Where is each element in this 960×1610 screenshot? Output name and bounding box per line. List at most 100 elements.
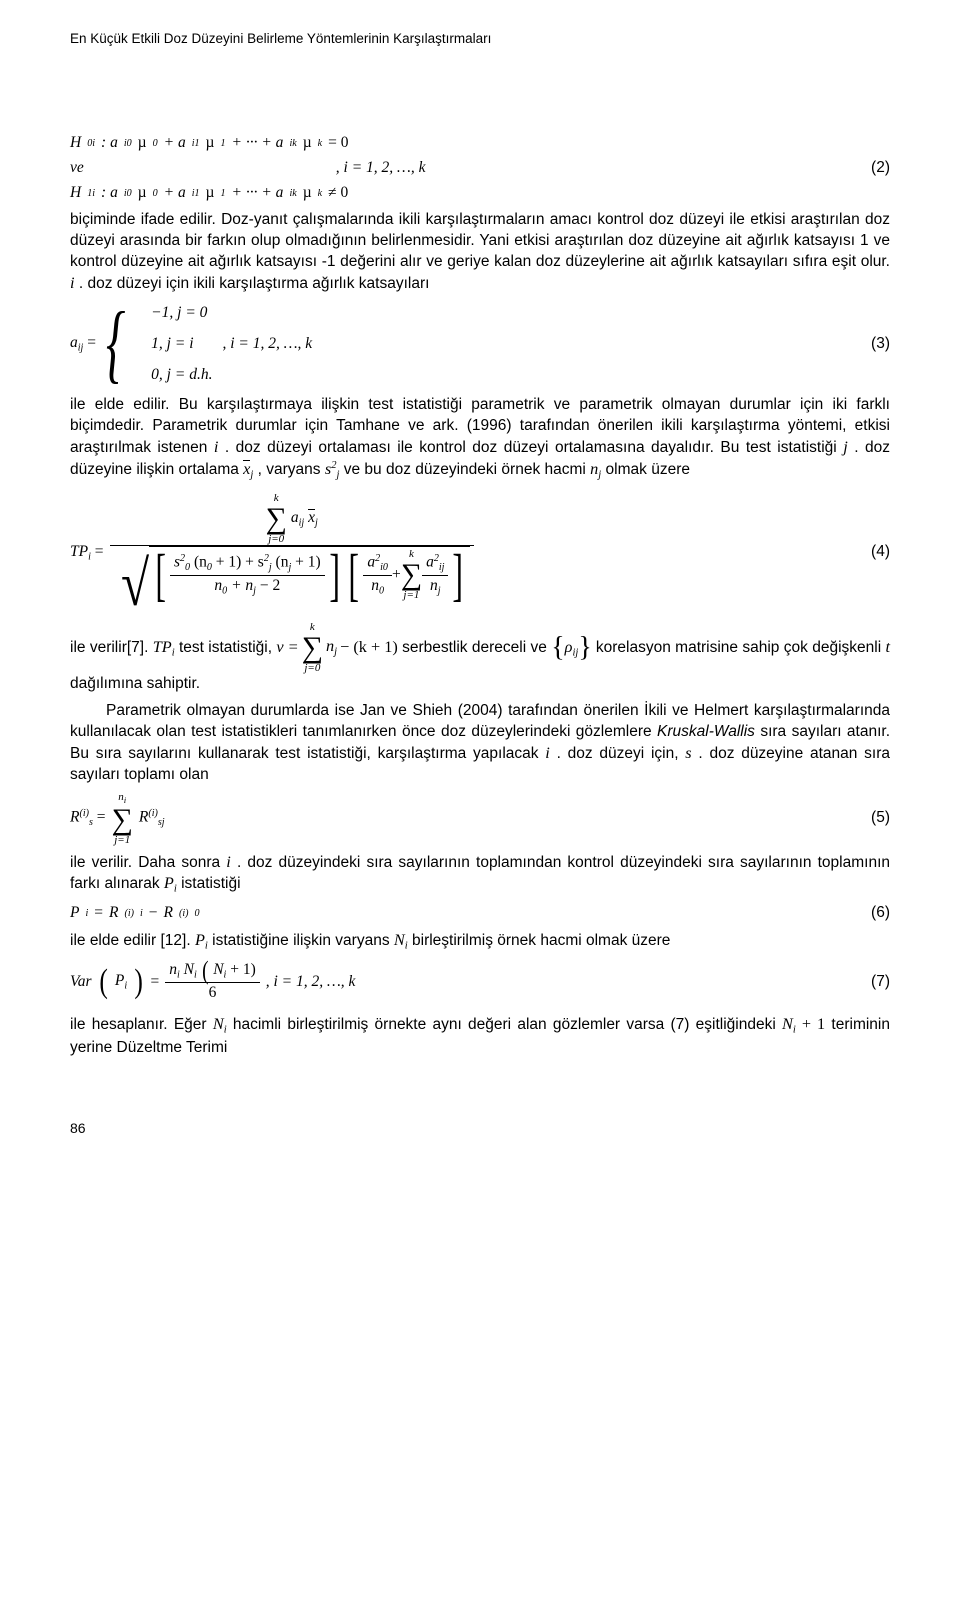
eq5-sb: j=1 bbox=[114, 835, 130, 846]
page-number: 86 bbox=[70, 1119, 890, 1138]
p1-i: i bbox=[70, 274, 75, 292]
eq5-Rsjsup: (i) bbox=[148, 808, 158, 819]
eq7-nrest: + 1) bbox=[230, 961, 256, 978]
p6-Psub: i bbox=[205, 941, 208, 952]
eq4-d1bsub: 0 bbox=[207, 562, 212, 573]
rparen-icon: ) bbox=[135, 970, 143, 994]
rbrace-icon: } bbox=[578, 637, 591, 659]
eq7-nns: i bbox=[177, 970, 180, 981]
eq2b-t2s: i1 bbox=[192, 187, 200, 201]
eq2b-t1s: i0 bbox=[124, 187, 132, 201]
eq4-tp: TP bbox=[70, 543, 88, 560]
para-6: ile elde edilir [12]. Pi istatistiğine i… bbox=[70, 930, 890, 954]
eq2b-muks: k bbox=[318, 187, 322, 201]
p3-v: v = bbox=[276, 637, 298, 659]
eq4-bracket2: [ a2i0 n0 + bbox=[344, 549, 468, 601]
eq4-d1dsub: j bbox=[288, 562, 291, 573]
eq2-eq0: = 0 bbox=[328, 133, 348, 154]
p7-Nsub: i bbox=[224, 1025, 227, 1036]
eq5-Rsub: s bbox=[89, 817, 93, 828]
p4-kw: Kruskal-Wallis bbox=[657, 723, 755, 740]
eq6-R1sub: i bbox=[140, 907, 143, 921]
eq5-Rsup: (i) bbox=[79, 808, 89, 819]
eq4-d1d: (n bbox=[276, 554, 289, 571]
eq6-minus: − bbox=[149, 903, 158, 924]
p6-t2: istatistiğine ilişkin varyans bbox=[212, 932, 394, 949]
eq6-R1sup: (i) bbox=[124, 907, 134, 921]
eq6-eq: = bbox=[94, 903, 103, 924]
eq2-range: , i = 1, 2, …, k bbox=[336, 158, 426, 179]
eq2-t3: + ··· + a bbox=[232, 133, 284, 154]
eq7-den: 6 bbox=[205, 983, 221, 1004]
eq2-mu0: µ bbox=[138, 133, 147, 154]
eq4-d1den-c: − 2 bbox=[260, 577, 280, 594]
p3-tdist: t bbox=[885, 638, 890, 656]
eq2-t2: + a bbox=[164, 133, 186, 154]
p2-t5: ve bu doz düzeyindeki örnek hacmi bbox=[344, 461, 590, 478]
p7-N1: N bbox=[782, 1015, 793, 1033]
eq6-R0: R bbox=[164, 903, 173, 924]
eq3-num: (3) bbox=[871, 334, 890, 355]
eq6-P: P bbox=[70, 903, 79, 924]
eq7-P: P bbox=[115, 972, 124, 989]
eq2b-H1s: 1i bbox=[87, 187, 95, 201]
p6-N: N bbox=[394, 931, 405, 949]
eq6-num: (6) bbox=[871, 903, 890, 924]
eq2-t2s: i1 bbox=[192, 137, 200, 151]
eq4-d2sumbot: j=1 bbox=[403, 590, 419, 601]
eq5-num: (5) bbox=[871, 808, 890, 829]
p5-i: i bbox=[226, 853, 231, 871]
eq6-R1: R bbox=[109, 903, 118, 924]
eq2b-mu0: µ bbox=[138, 183, 147, 204]
p1-t2: . doz düzeyi için ikili karşılaştırma ağ… bbox=[79, 275, 430, 292]
p3-tp: TP bbox=[153, 638, 172, 656]
eq7-Psub: i bbox=[124, 981, 127, 992]
p7-t2: hacimli birleştirilmiş örnekte aynı değe… bbox=[233, 1016, 782, 1033]
eq4-num: (4) bbox=[871, 542, 890, 563]
eq2b-mu0s: 0 bbox=[153, 187, 158, 201]
eq4-d2b: a bbox=[426, 554, 434, 571]
eq3-a: a bbox=[70, 334, 78, 351]
eq7-nN2: N bbox=[213, 961, 223, 978]
eq4-d2bdens: j bbox=[438, 586, 441, 597]
p6-t3: birleştirilmiş örnek hacmi olmak üzere bbox=[412, 932, 670, 949]
p6-P: P bbox=[195, 931, 205, 949]
eq2-mu0s: 0 bbox=[153, 137, 158, 151]
eq4-d1c: + 1) + s bbox=[216, 554, 264, 571]
eq4-d1den-b: + n bbox=[231, 577, 253, 594]
p2-t2: . doz düzeyi ortalaması ile kontrol doz … bbox=[225, 439, 843, 456]
p3-t5: dağılımına sahiptir. bbox=[70, 675, 200, 692]
eq4-aij-sub: ij bbox=[299, 518, 305, 529]
p3-t4: korelasyon matrisine sahip çok değişkenl… bbox=[596, 639, 886, 656]
eq4-tp-sub: i bbox=[88, 551, 91, 562]
sigma-icon: ni ∑ j=1 bbox=[112, 792, 133, 846]
eq7-nN2s: i bbox=[224, 970, 227, 981]
eq3-asub: ij bbox=[78, 343, 84, 354]
p3-sumbot: j=0 bbox=[304, 663, 320, 674]
eq4-d2bden: n bbox=[430, 577, 438, 594]
eq5-Rsj: R bbox=[139, 809, 148, 826]
p2-t6: olmak üzere bbox=[606, 461, 690, 478]
p5-Psub: i bbox=[174, 884, 177, 895]
eq2b-neq: ≠ 0 bbox=[328, 183, 348, 204]
eq2-ve: ve bbox=[70, 158, 84, 179]
eq7-nn: n bbox=[169, 961, 177, 978]
p7-t1: ile hesaplanır. Eğer bbox=[70, 1016, 213, 1033]
p6-Nsub: i bbox=[405, 941, 408, 952]
p3-njsub: j bbox=[334, 647, 337, 658]
eq2b-t3s: ik bbox=[289, 187, 296, 201]
eq3-range: , i = 1, 2, …, k bbox=[222, 334, 312, 355]
eq2-t3s: ik bbox=[289, 137, 296, 151]
eq-2-line3: H1i : ai0µ0 + ai1µ1 + ··· + aikµk ≠ 0 bbox=[70, 183, 890, 204]
p2-j: j bbox=[843, 438, 848, 456]
eq2-t1: : a bbox=[101, 133, 118, 154]
eq4-d2den: n bbox=[371, 577, 379, 594]
eq2b-H1: H bbox=[70, 183, 81, 204]
eq6-R0sup: (i) bbox=[179, 907, 189, 921]
eq4-d2asub: i0 bbox=[380, 562, 388, 573]
p3-tpsub: i bbox=[172, 648, 175, 659]
eq4-d1b: (n bbox=[194, 554, 207, 571]
para-3: ile verilir[7]. TPi test istatistiği, v … bbox=[70, 622, 890, 695]
eq2b-t1: : a bbox=[101, 183, 118, 204]
p3-t1: ile verilir[7]. bbox=[70, 639, 153, 656]
